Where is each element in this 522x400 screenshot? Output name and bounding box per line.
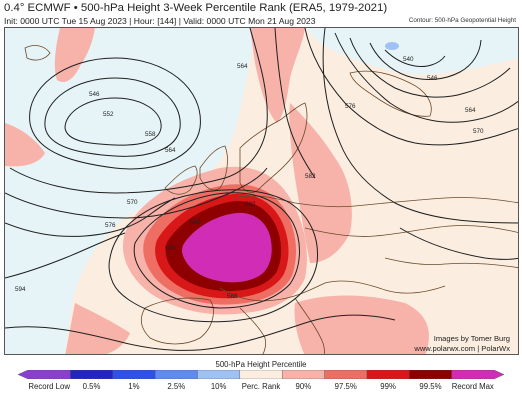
contour-label: 558 — [145, 131, 156, 138]
colorbar-label: 97.5% — [334, 382, 357, 391]
colorbar-label: 2.5% — [167, 382, 186, 391]
contour-label: 570 — [127, 199, 138, 206]
percentile-map: 546 552 558 564 564 570 576 582 588 588 … — [4, 27, 519, 355]
colorbar-label: 90% — [295, 382, 312, 391]
coastlines — [24, 45, 518, 354]
colorbar-segment — [324, 370, 368, 379]
contour-label: 588 — [190, 219, 201, 226]
geopotential-contours — [5, 28, 518, 351]
colorbar-title: 500-hPa Height Percentile — [215, 360, 307, 369]
contour-label: 576 — [345, 103, 356, 110]
credit-website: www.polarwx.com | PolarWx — [414, 344, 510, 353]
colorbar-segment — [70, 370, 114, 379]
contour-label: 564 — [465, 107, 476, 114]
contour-label: 594 — [15, 286, 26, 293]
colorbar-segment — [366, 370, 410, 379]
colorbar-segment — [112, 370, 156, 379]
colorbar-segment — [197, 370, 241, 379]
below-normal-area-east — [305, 28, 518, 75]
colorbar-label: 1% — [128, 382, 140, 391]
colorbar-label: Record Low — [28, 382, 70, 391]
pink-area-west — [5, 123, 45, 167]
pink-area-north — [250, 28, 305, 123]
credit-author: Images by Tomer Burg — [433, 334, 510, 343]
colorbar-segment — [409, 370, 453, 379]
chart-title: 0.4° ECMWF • 500-hPa Height 3-Week Perce… — [4, 2, 388, 14]
contour-label: 588 — [227, 293, 238, 300]
contour-label: 564 — [165, 147, 176, 154]
colorbar-label: 0.5% — [82, 382, 101, 391]
colorbar-label: 10% — [210, 382, 227, 391]
colorbar — [18, 370, 504, 379]
record-max-area — [182, 212, 272, 283]
colorbar-segment — [451, 370, 504, 379]
pink-area-scandinavia — [289, 103, 352, 263]
colorbar-label: Record Max — [451, 382, 494, 391]
pink-area-southwest — [65, 303, 130, 354]
colorbar-segment — [18, 370, 71, 379]
colorbar-labels: Record Low 0.5% 1% 2.5% 10% Perc. Rank 90% 97.5… — [0, 382, 522, 394]
colorbar-svg — [18, 370, 504, 379]
contour-label: 552 — [103, 111, 114, 118]
contour-label: 576 — [105, 222, 116, 229]
contour-label: 582 — [245, 201, 256, 208]
pink-area-greenland — [54, 28, 95, 83]
contour-label: 570 — [473, 128, 484, 135]
colorbar-label: 99% — [380, 382, 396, 391]
contour-labels: 546 552 558 564 564 570 576 582 588 588 … — [15, 56, 484, 300]
contour-label: 540 — [403, 56, 414, 63]
colorbar-segment — [154, 370, 199, 379]
pink-area-south — [294, 295, 429, 354]
contour-label: 564 — [237, 63, 248, 70]
header: 0.4° ECMWF • 500-hPa Height 3-Week Perce… — [4, 2, 518, 28]
contour-label: 588 — [165, 245, 176, 252]
colorbar-segment — [239, 370, 283, 379]
blue-spot-arctic — [385, 42, 399, 50]
contour-label: 546 — [427, 75, 438, 82]
contour-label: 546 — [89, 91, 100, 98]
contour-note: Contour: 500-hPa Geopotential Height — [408, 17, 516, 24]
colorbar-label: Perc. Rank — [241, 382, 281, 391]
map-canvas: 546 552 558 564 564 570 576 582 588 588 … — [5, 28, 518, 354]
contour-label: 582 — [305, 173, 316, 180]
colorbar-segment — [281, 370, 326, 379]
init-valid-line: Init: 0000 UTC Tue 15 Aug 2023 | Hour: [… — [4, 16, 316, 26]
colorbar-label: 99.5% — [419, 382, 442, 391]
below-normal-area — [5, 28, 255, 354]
